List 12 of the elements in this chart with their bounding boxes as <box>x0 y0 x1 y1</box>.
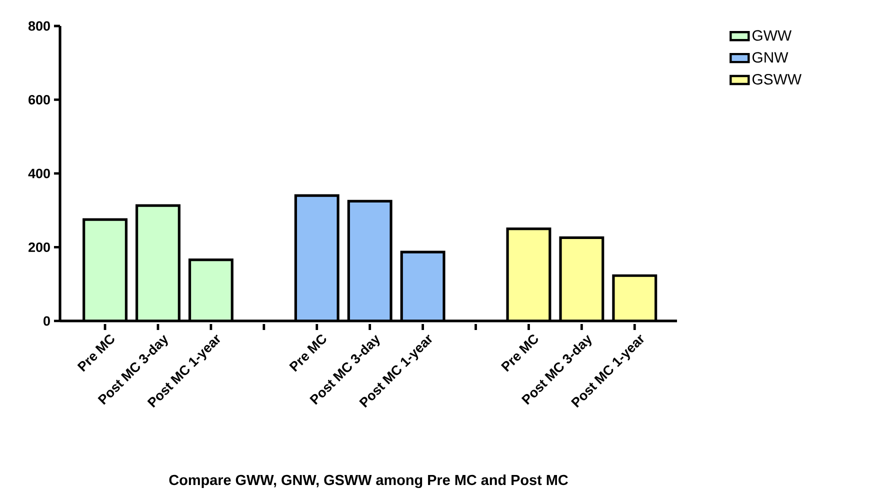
x-tick-label: Pre MC <box>289 334 326 372</box>
y-tick-label: 0 <box>44 316 50 326</box>
y-tick-label: 600 <box>28 94 50 104</box>
y-tick-label: 200 <box>28 242 50 252</box>
y-tick-label: 800 <box>28 21 50 31</box>
y-tick-label: 400 <box>28 168 50 178</box>
legend-label: GSWW <box>752 74 802 85</box>
x-tick-label: Pre MC <box>77 334 114 372</box>
legend-label: GWW <box>752 30 792 41</box>
legend-label: GNW <box>752 52 788 63</box>
x-axis-title: Compare GWW, GNW, GSWW among Pre MC and Post MC <box>169 474 568 488</box>
x-tick-label: Pre MC <box>500 334 538 372</box>
